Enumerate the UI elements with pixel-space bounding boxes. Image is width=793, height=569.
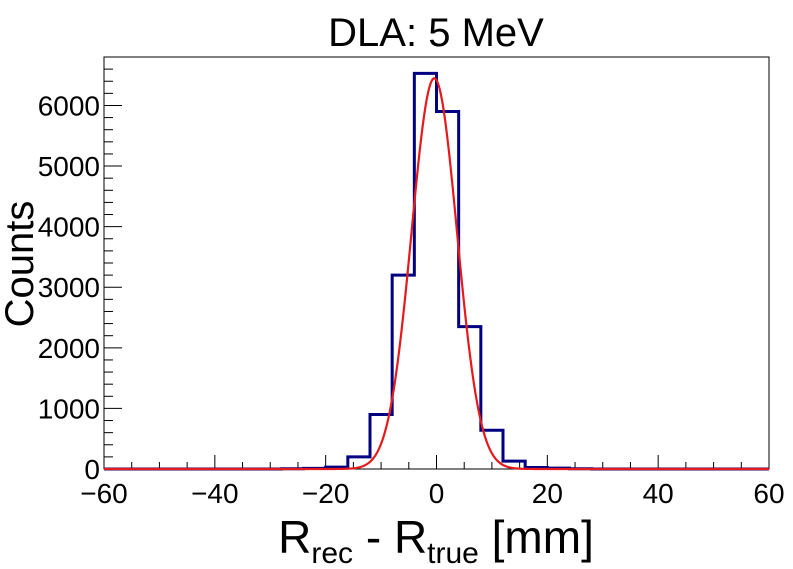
y-axis: 0 1000 2000 3000 4000 5000 6000	[38, 56, 122, 485]
x-axis: −60 −40 −20 0 20 40 60	[80, 455, 785, 509]
y-tick-label: 3000	[38, 272, 100, 303]
x-tick-label: −40	[191, 478, 239, 509]
y-tick-label: 1000	[38, 393, 100, 424]
y-tick-label: 0	[84, 454, 100, 485]
x-label-main: R	[278, 511, 311, 563]
x-tick-label: −60	[80, 478, 128, 509]
x-label-sub-rec: rec	[311, 537, 353, 569]
y-tick-label: 5000	[38, 151, 100, 182]
x-tick-label: 60	[753, 478, 784, 509]
x-tick-label: −20	[302, 478, 350, 509]
chart-title: DLA: 5 MeV	[328, 11, 544, 55]
x-tick-label: 40	[643, 478, 674, 509]
x-tick-label: 20	[532, 478, 563, 509]
y-tick-label: 2000	[38, 333, 100, 364]
x-label-mid: - R	[353, 511, 427, 563]
y-axis-label: Counts	[0, 201, 42, 328]
gaussian-fit-curve	[104, 77, 769, 471]
x-axis-label: Rrec - Rtrue [mm]	[278, 511, 594, 569]
x-tick-label: 0	[429, 478, 445, 509]
x-label-sub-true: true	[427, 537, 479, 569]
x-label-unit: [mm]	[479, 511, 594, 563]
y-tick-label: 4000	[38, 212, 100, 243]
y-tick-label: 6000	[38, 90, 100, 121]
